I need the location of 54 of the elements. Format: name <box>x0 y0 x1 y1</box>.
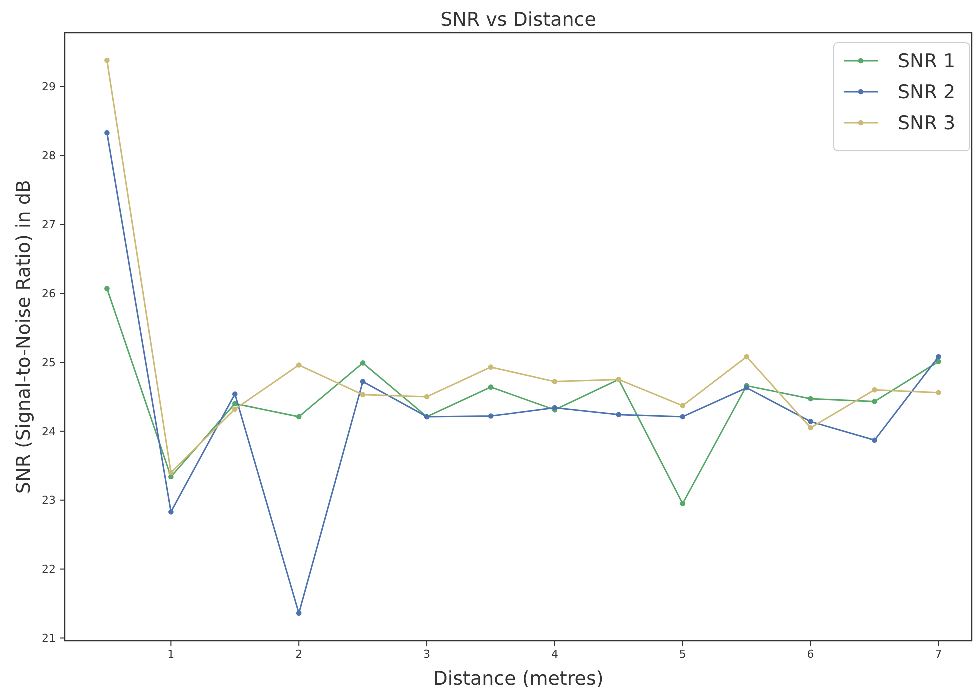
legend-label: SNR 1 <box>898 50 956 73</box>
point <box>360 392 366 398</box>
point <box>104 130 110 136</box>
point <box>744 354 750 360</box>
chart-title: SNR vs Distance <box>440 9 596 31</box>
y-tick-label: 25 <box>42 356 56 370</box>
y-tick-label: 23 <box>42 494 56 508</box>
y-tick-label: 21 <box>42 632 56 646</box>
point <box>680 414 686 420</box>
legend-label: SNR 3 <box>898 112 956 135</box>
point <box>872 399 878 404</box>
y-tick-label: 29 <box>42 80 56 94</box>
y-tick-label: 26 <box>42 287 56 300</box>
point <box>936 354 942 360</box>
point <box>424 394 430 400</box>
point <box>808 425 814 431</box>
x-tick-label: 7 <box>935 648 942 661</box>
y-tick-label: 22 <box>42 563 56 576</box>
point <box>936 390 942 396</box>
x-tick-label: 3 <box>424 648 431 661</box>
point <box>232 392 238 397</box>
y-axis-title: SNR (Signal-to-Noise Ratio) in dB <box>13 180 35 494</box>
point <box>168 470 174 476</box>
point <box>488 364 494 370</box>
point <box>488 384 494 390</box>
point <box>616 412 622 418</box>
point <box>808 396 814 402</box>
point <box>808 419 814 424</box>
legend-label: SNR 2 <box>898 82 956 104</box>
point <box>232 406 238 412</box>
point <box>168 509 174 515</box>
y-tick-label: 27 <box>42 218 56 232</box>
x-tick-label: 5 <box>679 648 686 661</box>
point <box>936 359 942 364</box>
point <box>296 362 302 368</box>
point <box>104 58 110 64</box>
point <box>488 414 494 419</box>
point <box>680 403 686 409</box>
point <box>680 501 686 506</box>
point <box>872 387 878 393</box>
y-tick-label: 24 <box>42 425 56 438</box>
point <box>552 379 558 384</box>
point <box>296 414 302 420</box>
y-tick-label: 28 <box>42 150 56 163</box>
point <box>360 360 366 366</box>
x-axis-title: Distance (metres) <box>433 668 604 690</box>
x-tick-label: 1 <box>168 648 175 661</box>
point <box>296 610 302 616</box>
x-tick-label: 6 <box>807 648 814 661</box>
x-tick-label: 2 <box>296 648 303 661</box>
point <box>104 286 110 292</box>
point <box>872 438 878 444</box>
x-tick-label: 4 <box>551 648 558 661</box>
point <box>360 379 366 384</box>
